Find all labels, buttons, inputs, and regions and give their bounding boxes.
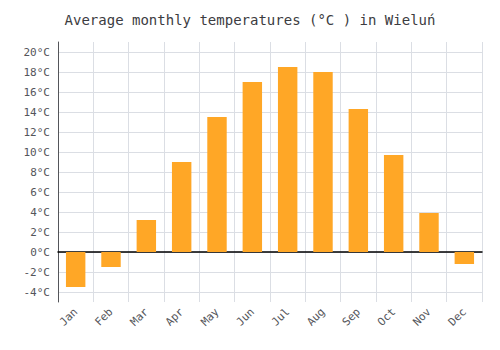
- svg-text:Aug: Aug: [304, 305, 327, 328]
- svg-text:Jul: Jul: [269, 305, 292, 328]
- svg-text:Feb: Feb: [92, 305, 115, 328]
- svg-text:6°C: 6°C: [30, 186, 50, 199]
- svg-text:2°C: 2°C: [30, 226, 50, 239]
- svg-text:8°C: 8°C: [30, 166, 50, 179]
- svg-text:May: May: [198, 305, 221, 328]
- svg-text:Average monthly temperatures (: Average monthly temperatures (°C ) in Wi…: [65, 12, 436, 28]
- svg-text:-2°C: -2°C: [24, 266, 51, 279]
- svg-text:Mar: Mar: [128, 305, 151, 328]
- svg-text:0°C: 0°C: [30, 246, 50, 259]
- svg-text:Sep: Sep: [340, 305, 363, 328]
- svg-text:Jan: Jan: [57, 305, 80, 328]
- svg-text:16°C: 16°C: [24, 86, 51, 99]
- svg-text:4°C: 4°C: [30, 206, 50, 219]
- svg-text:10°C: 10°C: [24, 146, 51, 159]
- svg-text:12°C: 12°C: [24, 126, 51, 139]
- svg-text:Apr: Apr: [163, 305, 186, 328]
- svg-text:20°C: 20°C: [24, 46, 51, 59]
- svg-text:Jun: Jun: [234, 305, 257, 328]
- svg-text:18°C: 18°C: [24, 66, 51, 79]
- svg-text:14°C: 14°C: [24, 106, 51, 119]
- svg-text:Dec: Dec: [446, 305, 469, 328]
- svg-text:-4°C: -4°C: [24, 286, 51, 299]
- svg-text:Oct: Oct: [375, 305, 398, 328]
- svg-text:Nov: Nov: [410, 305, 433, 328]
